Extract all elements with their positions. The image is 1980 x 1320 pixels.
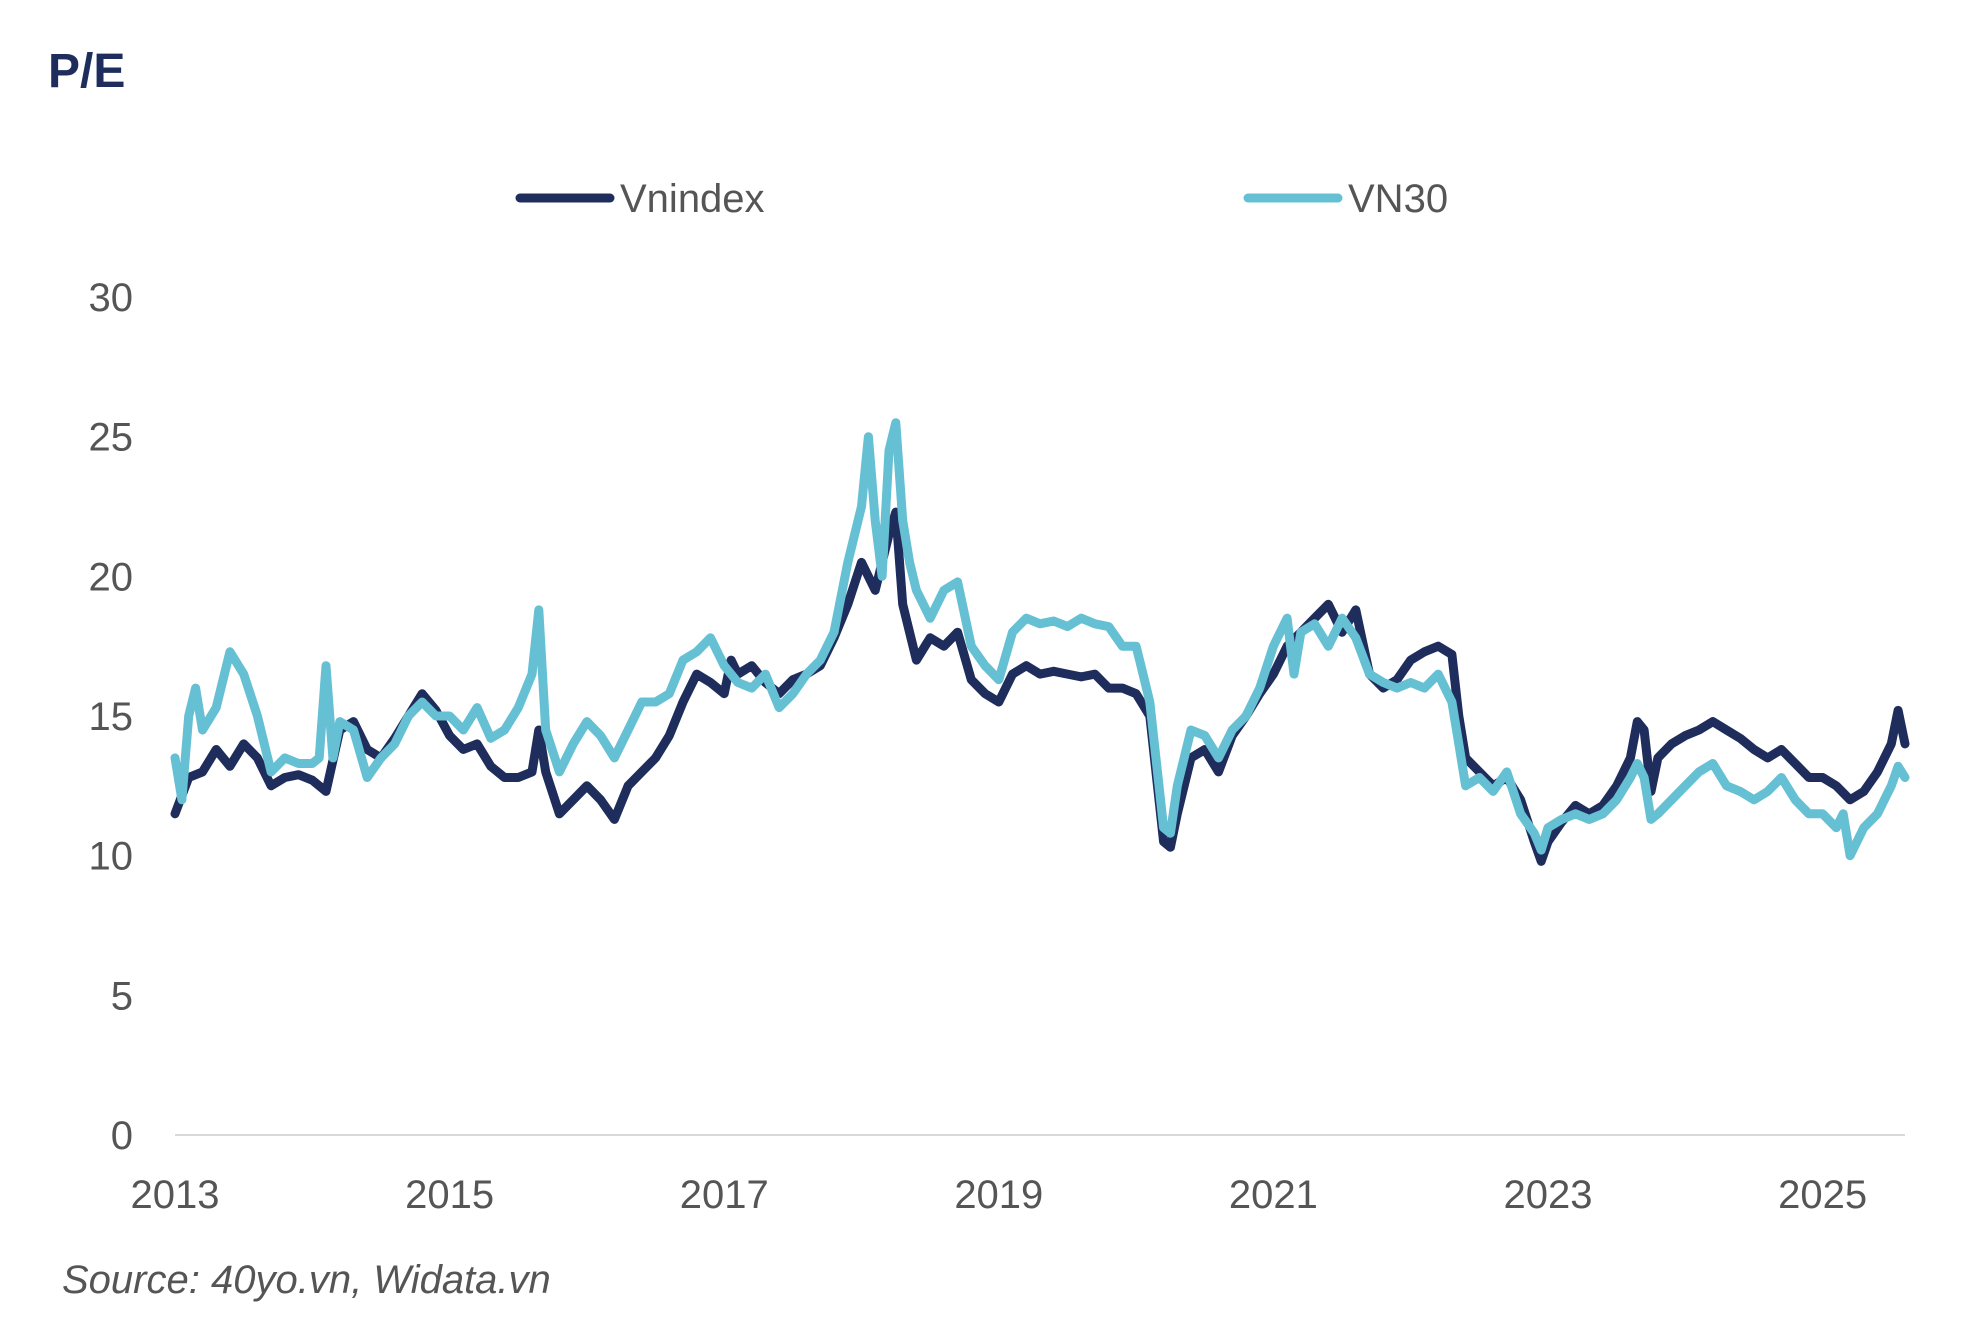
y-tick-label: 5	[111, 974, 133, 1018]
series-line-vnindex	[170, 507, 1910, 866]
series-line-vn30	[170, 418, 1910, 861]
source-note: Source: 40yo.vn, Widata.vn	[62, 1258, 551, 1302]
y-tick-label: 10	[89, 835, 134, 879]
y-tick-label: 25	[89, 416, 134, 460]
x-tick-label: 2017	[680, 1173, 769, 1217]
y-tick-label: 0	[111, 1114, 133, 1158]
x-axis-ticks: 2013 2015 2017 2019 2021 2023 2025	[131, 1173, 1868, 1217]
series-lines	[170, 418, 1910, 866]
x-tick-label: 2015	[405, 1173, 494, 1217]
y-tick-label: 15	[89, 695, 134, 739]
y-tick-label: 30	[89, 276, 134, 320]
legend-label: VN30	[1348, 177, 1448, 221]
legend: Vnindex VN30	[515, 177, 1448, 221]
x-tick-label: 2023	[1504, 1173, 1593, 1217]
chart-title: P/E	[48, 45, 126, 98]
y-tick-label: 20	[89, 555, 134, 599]
x-tick-label: 2019	[954, 1173, 1043, 1217]
x-tick-label: 2021	[1229, 1173, 1318, 1217]
x-tick-label: 2013	[131, 1173, 220, 1217]
legend-label: Vnindex	[620, 177, 765, 221]
y-axis-ticks: 0 5 10 15 20 25 30	[89, 276, 134, 1158]
x-tick-label: 2025	[1778, 1173, 1867, 1217]
